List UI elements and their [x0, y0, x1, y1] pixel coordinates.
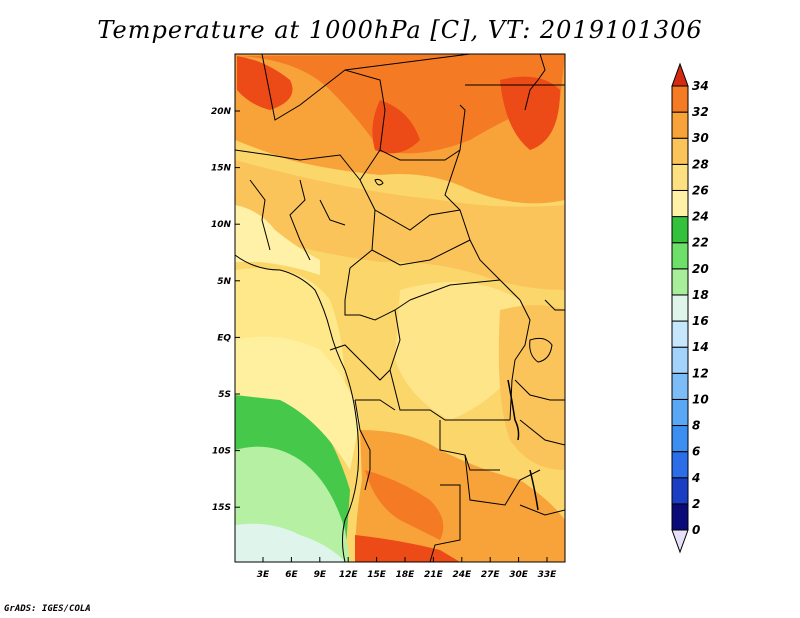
map-frame: [234, 53, 566, 563]
lat-tick-label: 10N: [211, 220, 232, 230]
colorbar-segment: [671, 268, 689, 296]
colorbar-segment: [671, 163, 689, 191]
colorbar-bottom-arrow: [671, 529, 689, 554]
lon-tick-label: 24E: [452, 570, 472, 580]
lat-tick-label: 5S: [218, 390, 231, 400]
colorbar-segment: [671, 398, 689, 427]
lat-tick-label: 10S: [212, 447, 231, 457]
ocean-cyan-field: [235, 523, 345, 562]
colorbar-label: 32: [692, 105, 709, 119]
colorbar-label: 18: [692, 288, 709, 302]
lon-tick-label: 18E: [396, 570, 416, 580]
colorbar-segment: [671, 111, 689, 139]
lon-tick-label: 12E: [339, 570, 359, 580]
colorbar-label: 2: [692, 497, 700, 511]
colorbar-segment: [671, 189, 689, 218]
southern-hotter-field: [365, 470, 444, 540]
grads-credit: GrADS: IGES/COLA: [4, 604, 91, 614]
lake-tanganyika: [507, 379, 520, 441]
country-borders: [235, 54, 565, 562]
sahara-hotter-field: [240, 54, 565, 154]
lat-axis: 20N 15N 10N 5N EQ 5S 10S 15S: [211, 107, 240, 513]
lon-axis: 3E 6E 9E 12E 15E 18E 21E 24E 27E 30E 33E: [257, 557, 557, 580]
colorbar-segment: [671, 372, 689, 400]
colorbar-segment: [671, 294, 689, 322]
colorbar-segment: [671, 216, 689, 244]
lon-tick-label: 9E: [314, 570, 327, 580]
colorbar-label: 16: [692, 314, 709, 328]
lat-tick-label: 5N: [217, 277, 231, 287]
colorbar-label: 6: [692, 445, 700, 459]
west-africa-coast-field: [235, 205, 320, 275]
colorbar-segment: [671, 320, 689, 348]
colorbar-segment: [671, 503, 689, 531]
lake-victoria: [529, 337, 553, 363]
colorbar-segment: [671, 477, 689, 505]
colorbar-label: 14: [692, 340, 709, 354]
colorbar-label: 22: [692, 236, 709, 250]
colorbar-label: 0: [692, 523, 700, 537]
lat-tick-label: 15S: [212, 503, 231, 513]
sahel-field: [235, 160, 565, 290]
colorbar-segment: [671, 85, 689, 113]
sahara-hottest-field-3: [500, 76, 560, 150]
lon-tick-label: 15E: [367, 570, 387, 580]
lake-malawi: [529, 469, 539, 511]
lon-tick-label: 27E: [481, 570, 501, 580]
colorbar-segment: [671, 242, 689, 270]
colorbar-label: 20: [692, 262, 709, 276]
central-basin-field: [395, 282, 530, 420]
colorbar-label: 4: [691, 471, 700, 485]
map-title: Temperature at 1000hPa [C], VT: 20191013…: [97, 16, 703, 44]
colorbar-label: 30: [692, 131, 709, 145]
colorbar-segment: [671, 346, 689, 374]
coastline: [235, 254, 360, 562]
sahara-hottest-field-1: [237, 56, 293, 110]
lon-tick-label: 21E: [424, 570, 444, 580]
colorbar-label: 10: [692, 392, 709, 406]
colorbar-segment: [671, 451, 689, 479]
colorbar-segment: [671, 137, 689, 165]
lat-tick-label: EQ: [217, 333, 231, 343]
colorbar-top-arrow: [671, 62, 689, 87]
colorbar-label: 28: [692, 157, 709, 171]
lon-tick-label: 3E: [257, 570, 270, 580]
lake-chad: [374, 178, 384, 186]
ocean-yellow-field: [235, 336, 360, 470]
map-panel: [235, 54, 565, 562]
lat-tick-label: 15N: [211, 164, 232, 174]
colorbar-label: 12: [692, 366, 709, 380]
colorbar-segment: [671, 425, 689, 453]
lon-tick-label: 33E: [538, 570, 558, 580]
east-africa-field: [498, 305, 565, 470]
colorbar-label: 8: [692, 419, 700, 433]
lon-tick-label: 6E: [285, 570, 298, 580]
colorbar-label: 34: [692, 79, 709, 93]
red-sea-coast: [524, 54, 546, 111]
lon-tick-label: 30E: [509, 570, 529, 580]
southern-hottest-field: [355, 535, 460, 562]
colorbar-label: 26: [692, 183, 709, 197]
lat-tick-label: 20N: [211, 107, 232, 117]
colorbar-label: 24: [692, 210, 709, 224]
